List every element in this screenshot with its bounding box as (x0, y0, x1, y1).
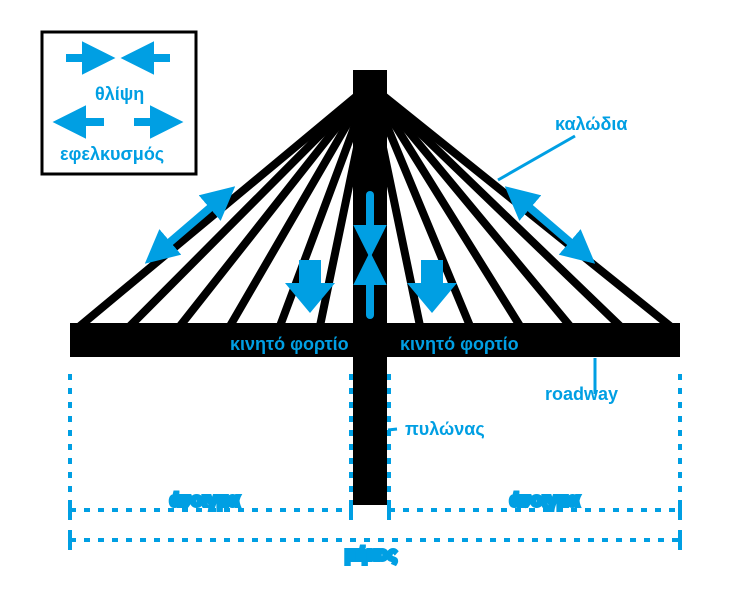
bridge-diagram: καλώδια roadway πυλώνας κινητό φορτίο κινητό… (0, 0, 746, 592)
label-compression: θλίψη (95, 84, 144, 104)
bridge-structure (70, 70, 680, 505)
label-cables-leader (498, 136, 575, 180)
label-pylon-leader (388, 429, 397, 430)
label-live-load-right: κινητό φορτίο (400, 334, 519, 354)
label-cables: καλώδια (555, 114, 627, 134)
label-span_l: άνοιγμα (170, 490, 239, 510)
label-tension: εφελκυσμός (60, 144, 164, 164)
label-span_r: άνοιγμα (510, 490, 579, 510)
label-live-load-left: κινητό φορτίο (230, 334, 349, 354)
legend: θλίψη εφελκυσμός (42, 32, 196, 174)
label-roadway: roadway (545, 384, 618, 404)
label-length: μήκος (345, 544, 397, 564)
cable-tension-arrow-right (515, 195, 585, 255)
label-pylon: πυλώνας (405, 419, 485, 439)
